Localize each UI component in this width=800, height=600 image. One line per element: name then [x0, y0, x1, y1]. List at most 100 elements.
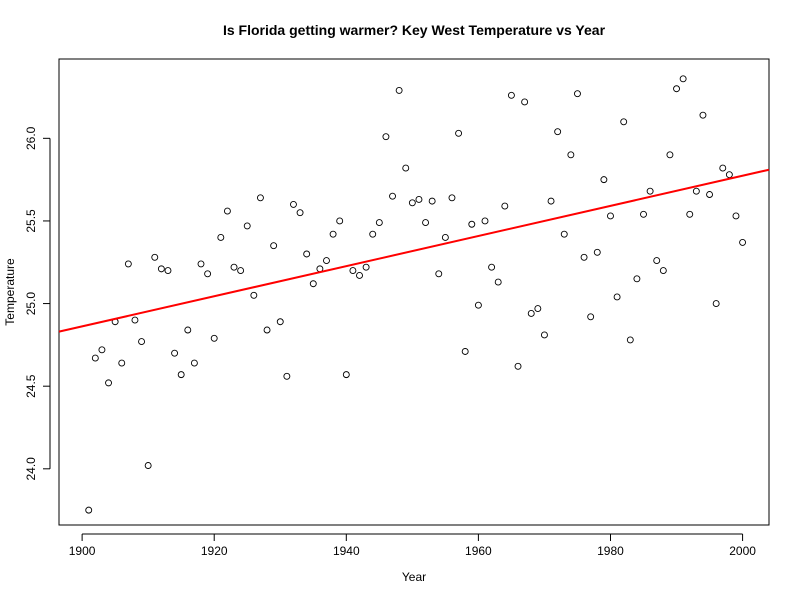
data-point	[527, 310, 535, 317]
data-point	[303, 250, 311, 258]
data-point	[184, 326, 192, 334]
data-point	[256, 194, 264, 202]
data-point	[190, 359, 198, 367]
x-tick-label: 1980	[597, 544, 624, 558]
data-point	[507, 91, 515, 99]
y-tick-label: 24.5	[24, 374, 38, 398]
data-point	[580, 253, 588, 261]
data-point	[422, 219, 430, 227]
x-tick-label: 1900	[69, 544, 96, 558]
data-point	[98, 346, 106, 354]
data-point	[501, 202, 509, 210]
data-point	[395, 86, 403, 94]
data-point	[455, 129, 463, 137]
data-point	[223, 207, 231, 215]
data-point	[712, 300, 720, 308]
data-point	[157, 265, 165, 273]
data-point	[461, 348, 469, 355]
data-point	[540, 331, 548, 339]
trend-line	[58, 168, 770, 333]
data-point	[164, 267, 172, 274]
data-point	[488, 263, 496, 271]
data-point	[593, 248, 601, 256]
data-point	[494, 278, 502, 286]
data-point	[369, 230, 377, 238]
data-point	[204, 270, 212, 278]
chart-title: Is Florida getting warmer? Key West Temp…	[223, 22, 606, 38]
data-point	[686, 210, 694, 218]
data-point	[118, 359, 126, 367]
data-point	[151, 253, 159, 261]
data-point	[521, 98, 529, 106]
y-axis-label: Temperature	[3, 258, 17, 326]
data-point	[692, 187, 700, 195]
data-point	[468, 220, 476, 228]
data-point	[250, 291, 258, 299]
data-point	[237, 267, 245, 274]
data-point	[276, 318, 284, 326]
data-point	[415, 196, 423, 203]
data-point	[362, 263, 370, 271]
data-point	[105, 379, 112, 387]
data-point	[739, 238, 747, 246]
plot-area: 1900 1920 1940 1960 1980 2000 24.0 24.5 25.0 25.5…	[24, 58, 770, 558]
data-point	[428, 197, 436, 205]
data-point	[296, 209, 304, 217]
data-point	[323, 257, 330, 265]
data-point	[640, 210, 647, 218]
data-point	[283, 372, 291, 380]
data-point	[197, 260, 205, 268]
data-point	[441, 234, 449, 241]
data-point	[356, 272, 363, 279]
data-point	[131, 316, 139, 324]
x-tick-label: 1940	[333, 544, 360, 558]
data-point	[514, 362, 522, 370]
data-point	[349, 267, 357, 274]
data-point	[567, 151, 575, 159]
data-point	[679, 75, 687, 83]
data-point	[329, 230, 337, 238]
data-point	[646, 187, 654, 195]
y-tick-label: 25.0	[24, 292, 38, 316]
data-point	[85, 506, 93, 514]
data-point	[666, 151, 674, 159]
data-point	[659, 267, 667, 274]
data-point	[375, 219, 383, 227]
x-tick-label: 1920	[201, 544, 228, 558]
x-tick-label: 1960	[465, 544, 492, 558]
data-point	[342, 371, 350, 379]
data-point	[144, 462, 152, 469]
data-point	[243, 222, 251, 230]
data-point	[91, 354, 99, 362]
data-point	[435, 270, 443, 278]
data-point	[408, 199, 416, 207]
x-tick-label: 2000	[729, 544, 756, 558]
data-point	[587, 313, 595, 321]
data-point	[719, 164, 727, 172]
data-point	[699, 111, 707, 119]
data-point	[725, 171, 733, 179]
data-point	[263, 326, 271, 334]
data-point	[574, 90, 581, 98]
data-point	[124, 260, 132, 268]
data-point	[448, 194, 456, 202]
data-point	[560, 230, 568, 238]
data-point	[547, 197, 555, 205]
data-point	[732, 212, 740, 220]
data-point	[673, 85, 680, 93]
data-point	[481, 217, 489, 225]
data-point	[270, 242, 278, 250]
data-point	[171, 349, 179, 357]
data-point	[138, 338, 146, 346]
data-point	[210, 334, 218, 342]
data-point	[230, 263, 238, 271]
data-point	[336, 217, 344, 225]
data-point	[613, 293, 621, 301]
data-point	[554, 128, 562, 136]
y-tick-label: 26.0	[24, 126, 38, 150]
x-axis-label: Year	[402, 570, 426, 584]
data-point	[474, 301, 482, 309]
data-point	[217, 234, 225, 241]
y-tick-label: 24.0	[24, 457, 38, 481]
